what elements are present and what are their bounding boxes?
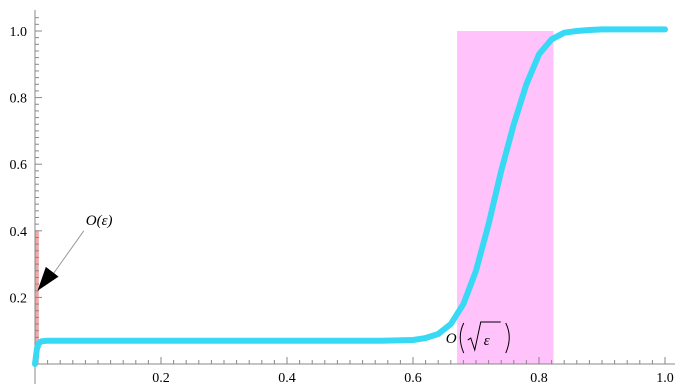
annotation-sqrt-prefix: O	[446, 331, 457, 347]
annotations: O(ε) O ε	[37, 213, 510, 354]
annotation-sqrt-radicand: ε	[484, 333, 490, 349]
annotation-sqrt-left-paren	[459, 322, 465, 354]
x-tick-label: 0.2	[152, 371, 170, 386]
annotation-sqrt-right-paren	[505, 322, 510, 354]
y-tick-label: 0.6	[10, 158, 28, 173]
y-tick-label: 1.0	[10, 25, 28, 40]
highlight-region-2	[457, 31, 554, 364]
annotation-sqrt-radical-sign	[467, 321, 501, 352]
annotation-arrow-head	[37, 266, 59, 291]
y-tick-label: 0.8	[10, 92, 28, 107]
series-line-1	[32, 26, 668, 367]
x-tick-label: 0.4	[278, 371, 296, 386]
annotation-o-epsilon: O(ε)	[86, 213, 113, 229]
annotation-o-sqrt-epsilon: O ε	[446, 321, 510, 354]
series-group	[32, 26, 668, 367]
x-tick-label: 0.6	[404, 371, 422, 386]
x-tick-label: 1.0	[656, 371, 674, 386]
highlight-regions	[35, 31, 554, 364]
y-tick-label: 0.2	[10, 291, 28, 306]
axes: 0.2 0.4 0.6 0.8 1.0 0.2 0.4 0.6 0.8 1.0	[10, 10, 675, 386]
y-tick-label: 0.4	[10, 225, 28, 240]
x-tick-label: 0.8	[530, 371, 548, 386]
